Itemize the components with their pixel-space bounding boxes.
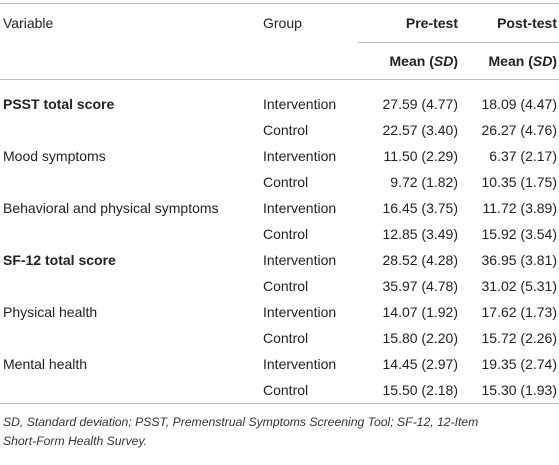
cell-variable: Physical health: [3, 304, 98, 320]
cell-pretest: 27.59 (4.77): [382, 96, 459, 112]
cell-variable: PSST total score: [3, 96, 115, 112]
cell-posttest: 18.09 (4.47): [481, 96, 558, 112]
cell-posttest: 10.35 (1.75): [481, 174, 558, 190]
cell-posttest: 15.30 (1.93): [460, 377, 559, 404]
cell-variable: Mood symptoms: [3, 148, 106, 164]
cell-variable: [0, 221, 262, 247]
results-table: Variable Group Pre-test Post-test Mean (…: [0, 3, 559, 404]
sd-label: SD: [433, 53, 454, 69]
table-row: Control 15.80 (2.20) 15.72 (2.26): [0, 325, 559, 351]
cell-variable: Behavioral and physical symptoms: [3, 200, 219, 216]
cell-posttest: 36.95 (3.81): [481, 252, 558, 268]
cell-group: Control: [262, 377, 358, 404]
cell-group: Intervention: [263, 252, 337, 268]
cell-posttest: 26.27 (4.76): [481, 122, 558, 138]
subheader-pretest: Mean (SD): [358, 42, 460, 80]
cell-pretest: 16.45 (3.75): [382, 200, 459, 216]
cell-pretest: 35.97 (4.78): [382, 278, 459, 294]
cell-group: Intervention: [263, 148, 337, 164]
cell-variable: [0, 273, 262, 299]
table-row: Control 9.72 (1.82) 10.35 (1.75): [0, 169, 559, 195]
cell-posttest: 17.62 (1.73): [481, 304, 558, 320]
cell-posttest: 31.02 (5.31): [481, 278, 558, 294]
cell-posttest: 6.37 (2.17): [489, 148, 557, 164]
cell-variable: [0, 325, 262, 351]
table-row: Physical health Intervention 14.07 (1.92) 1…: [0, 299, 559, 325]
table-row: Mental health Intervention 14.45 (2.97) 19.…: [0, 351, 559, 377]
cell-pretest: 9.72 (1.82): [390, 174, 458, 190]
cell-pretest: 14.45 (2.97): [382, 356, 459, 372]
cell-group: Control: [263, 122, 309, 138]
cell-posttest: 11.72 (3.89): [482, 200, 557, 216]
header-group: Group: [262, 3, 358, 43]
header-posttest: Post-test: [460, 3, 559, 43]
table-row: Mood symptoms Intervention 11.50 (2.29) 6.3…: [0, 143, 559, 169]
table-row: Control 12.85 (3.49) 15.92 (3.54): [0, 221, 559, 247]
subheader-posttest: Mean (SD): [460, 42, 559, 80]
cell-pretest: 15.80 (2.20): [382, 330, 459, 346]
subheader-row: Mean (SD) Mean (SD): [0, 42, 559, 80]
table-row: Control 15.50 (2.18) 15.30 (1.93): [0, 377, 559, 404]
mean-label: Mean: [488, 53, 525, 69]
header-pretest: Pre-test: [358, 3, 460, 43]
cell-pretest: 11.50 (2.29): [383, 148, 458, 164]
cell-variable: [0, 117, 262, 143]
cell-posttest: 19.35 (2.74): [481, 356, 558, 372]
cell-group: Intervention: [263, 200, 337, 216]
cell-posttest: 15.72 (2.26): [481, 330, 558, 346]
cell-pretest: 28.52 (4.28): [382, 252, 459, 268]
table-row: SF-12 total score Intervention 28.52 (4.28…: [0, 247, 559, 273]
cell-group: Control: [263, 330, 309, 346]
cell-variable: [0, 377, 262, 404]
table-footnote: SD, Standard deviation; PSST, Premenstru…: [3, 413, 555, 451]
spacer-row: [0, 80, 559, 92]
footnote-line: Short-Form Health Survey.: [3, 434, 148, 448]
cell-group: Control: [263, 174, 309, 190]
table-row: Control 22.57 (3.40) 26.27 (4.76): [0, 117, 559, 143]
cell-pretest: 12.85 (3.49): [382, 226, 459, 242]
cell-variable: SF-12 total score: [3, 252, 116, 268]
cell-variable: Mental health: [3, 356, 88, 372]
cell-group: Control: [263, 226, 309, 242]
cell-group: Control: [263, 278, 309, 294]
table-row: Behavioral and physical symptoms Interven…: [0, 195, 559, 221]
table-row: PSST total score Intervention 27.59 (4.77)…: [0, 91, 559, 117]
cell-group: Intervention: [263, 96, 337, 112]
mean-label: Mean: [389, 53, 426, 69]
cell-group: Intervention: [263, 356, 337, 372]
cell-pretest: 15.50 (2.18): [358, 377, 460, 404]
cell-pretest: 22.57 (3.40): [382, 122, 459, 138]
header-variable: Variable: [0, 3, 262, 43]
footnote-line: SD, Standard deviation; PSST, Premenstru…: [3, 415, 479, 429]
cell-pretest: 14.07 (1.92): [382, 304, 459, 320]
cell-variable: [0, 169, 262, 195]
header-row: Variable Group Pre-test Post-test: [0, 3, 559, 43]
table-row: Control 35.97 (4.78) 31.02 (5.31): [0, 273, 559, 299]
sd-label: SD: [532, 53, 553, 69]
cell-posttest: 15.92 (3.54): [481, 226, 558, 242]
cell-group: Intervention: [263, 304, 337, 320]
